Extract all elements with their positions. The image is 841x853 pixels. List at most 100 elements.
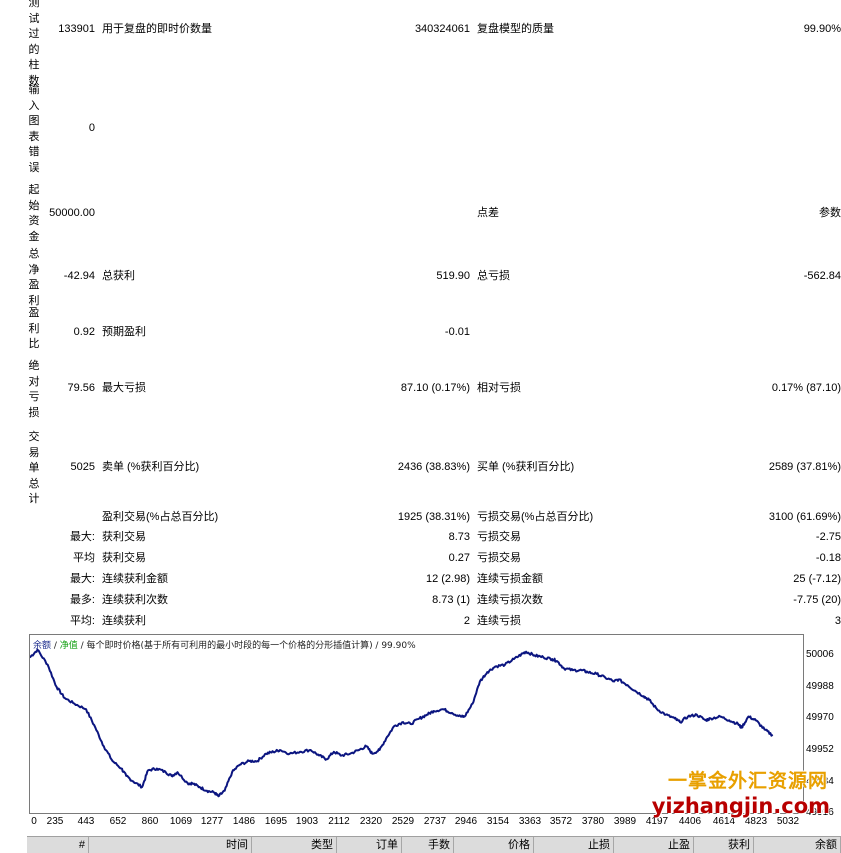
balance-point	[704, 719, 707, 722]
balance-point	[696, 713, 698, 716]
balance-point	[141, 786, 143, 788]
deposit-value: 50000.00	[49, 207, 95, 219]
balance-point	[299, 751, 301, 753]
balance-point	[463, 715, 466, 718]
max-consec-prefix: 最大:	[69, 573, 95, 585]
balance-point	[471, 702, 474, 705]
legend-model-info: / 每个即时价格(基于所有可利用的最小时段的每一个价格的分形插值计算) / 99…	[77, 641, 416, 651]
balance-point	[460, 715, 462, 718]
balance-point	[231, 771, 233, 773]
max-consec-loss-value: -7.75 (20)	[793, 594, 841, 606]
largest-profit-value: 8.73	[448, 531, 470, 543]
x-tick-label: 860	[141, 816, 159, 827]
balance-point	[451, 712, 453, 714]
x-tick-label: 3363	[518, 816, 542, 827]
column-header-profit[interactable]: 获利	[694, 837, 754, 853]
balance-line	[30, 648, 773, 798]
balance-point	[176, 771, 179, 773]
balance-point	[525, 650, 527, 653]
column-header-tp[interactable]: 止盈	[614, 837, 694, 853]
balance-point	[556, 660, 558, 662]
balance-point	[333, 751, 335, 753]
column-header-type[interactable]: 类型	[252, 837, 337, 853]
balance-point	[656, 708, 658, 710]
balance-point	[494, 665, 497, 668]
balance-point	[747, 715, 750, 718]
balance-point	[186, 782, 189, 785]
balance-point	[73, 702, 76, 705]
max-consec-profit-value: 8.73 (1)	[432, 594, 470, 606]
gross-profit-value: 519.90	[436, 270, 470, 282]
label-bars-tested: 测试过的柱数	[28, 0, 40, 87]
max-consec2-prefix: 最多:	[69, 594, 95, 606]
balance-point	[709, 717, 712, 720]
largest-loss-label: 亏损交易	[477, 531, 521, 543]
x-tick-label: 1069	[169, 816, 193, 827]
balance-point	[206, 790, 208, 792]
balance-point	[402, 721, 404, 723]
balance-point	[728, 719, 730, 722]
gross-loss-label: 总亏损	[477, 270, 510, 282]
avg-consec-wins-value: 2	[463, 615, 470, 627]
ticks-label: 用于复盘的即时价数量	[102, 23, 212, 35]
balance-point	[217, 795, 220, 798]
balance-point	[63, 697, 66, 699]
balance-point	[288, 752, 291, 755]
balance-point	[371, 752, 374, 755]
loss-trades-label: 亏损交易(%占总百分比)	[477, 511, 594, 523]
balance-point	[580, 669, 583, 671]
column-header-price[interactable]: 价格	[454, 837, 534, 853]
balance-point	[198, 786, 201, 788]
x-tick-label: 2320	[359, 816, 383, 827]
column-header-balance[interactable]: 余额	[754, 837, 841, 853]
x-tick-label: 652	[109, 816, 127, 827]
balance-chart-svg	[30, 648, 774, 798]
expected-payoff-label: 预期盈利	[102, 326, 146, 338]
profit-trades-value: 1925 (38.31%)	[397, 511, 470, 523]
column-header-number[interactable]: #	[27, 837, 89, 853]
label-absolute-drawdown: 绝对亏损	[28, 360, 40, 419]
net-profit-value: -42.94	[63, 270, 95, 282]
column-header-lots[interactable]: 手数	[402, 837, 454, 853]
parameters-label: 参数	[819, 207, 841, 219]
avg-consec-wins-label: 连续获利	[102, 615, 146, 627]
legend-equity: 净值	[59, 641, 78, 651]
bars-value: 133901	[58, 23, 95, 35]
x-tick-label: 0	[31, 816, 37, 827]
balance-point	[521, 652, 524, 655]
avg-consec-losses-label: 连续亏损	[477, 615, 521, 627]
y-tick-label: 50006	[806, 649, 834, 660]
balance-point	[426, 713, 428, 716]
balance-point	[265, 752, 267, 755]
balance-point	[486, 671, 489, 673]
watermark-url: yizhangjin.com	[651, 794, 830, 818]
column-header-order[interactable]: 订单	[337, 837, 402, 853]
x-tick-label: 2112	[328, 816, 350, 827]
balance-point	[318, 754, 320, 757]
column-header-sl[interactable]: 止损	[534, 837, 614, 853]
balance-point	[719, 715, 722, 718]
average-profit-label: 获利交易	[102, 552, 146, 564]
balance-point	[442, 708, 444, 710]
legend-separator: /	[51, 641, 60, 651]
balance-point	[737, 723, 739, 725]
balance-chart: 余额 / 净值 / 每个即时价格(基于所有可利用的最小时段的每一个价格的分形插值…	[29, 634, 804, 814]
balance-point	[642, 695, 645, 697]
balance-point	[551, 658, 553, 660]
max-consec-loss-label: 连续亏损次数	[477, 594, 543, 606]
y-tick-label: 49916	[806, 807, 834, 818]
balance-point	[479, 680, 481, 683]
balance-point	[55, 686, 58, 688]
x-tick-label: 4197	[645, 816, 669, 827]
balance-point	[386, 736, 388, 738]
watermark-title: 一掌金外汇资源网	[667, 770, 828, 792]
legend-balance: 余额	[33, 641, 52, 651]
profit-factor-value: 0.92	[73, 326, 95, 338]
balance-point	[740, 726, 743, 729]
balance-point	[409, 723, 412, 725]
balance-point	[46, 663, 49, 666]
balance-point	[309, 749, 312, 751]
column-header-time[interactable]: 时间	[89, 837, 252, 853]
balance-point	[763, 728, 766, 731]
balance-point	[279, 749, 281, 751]
